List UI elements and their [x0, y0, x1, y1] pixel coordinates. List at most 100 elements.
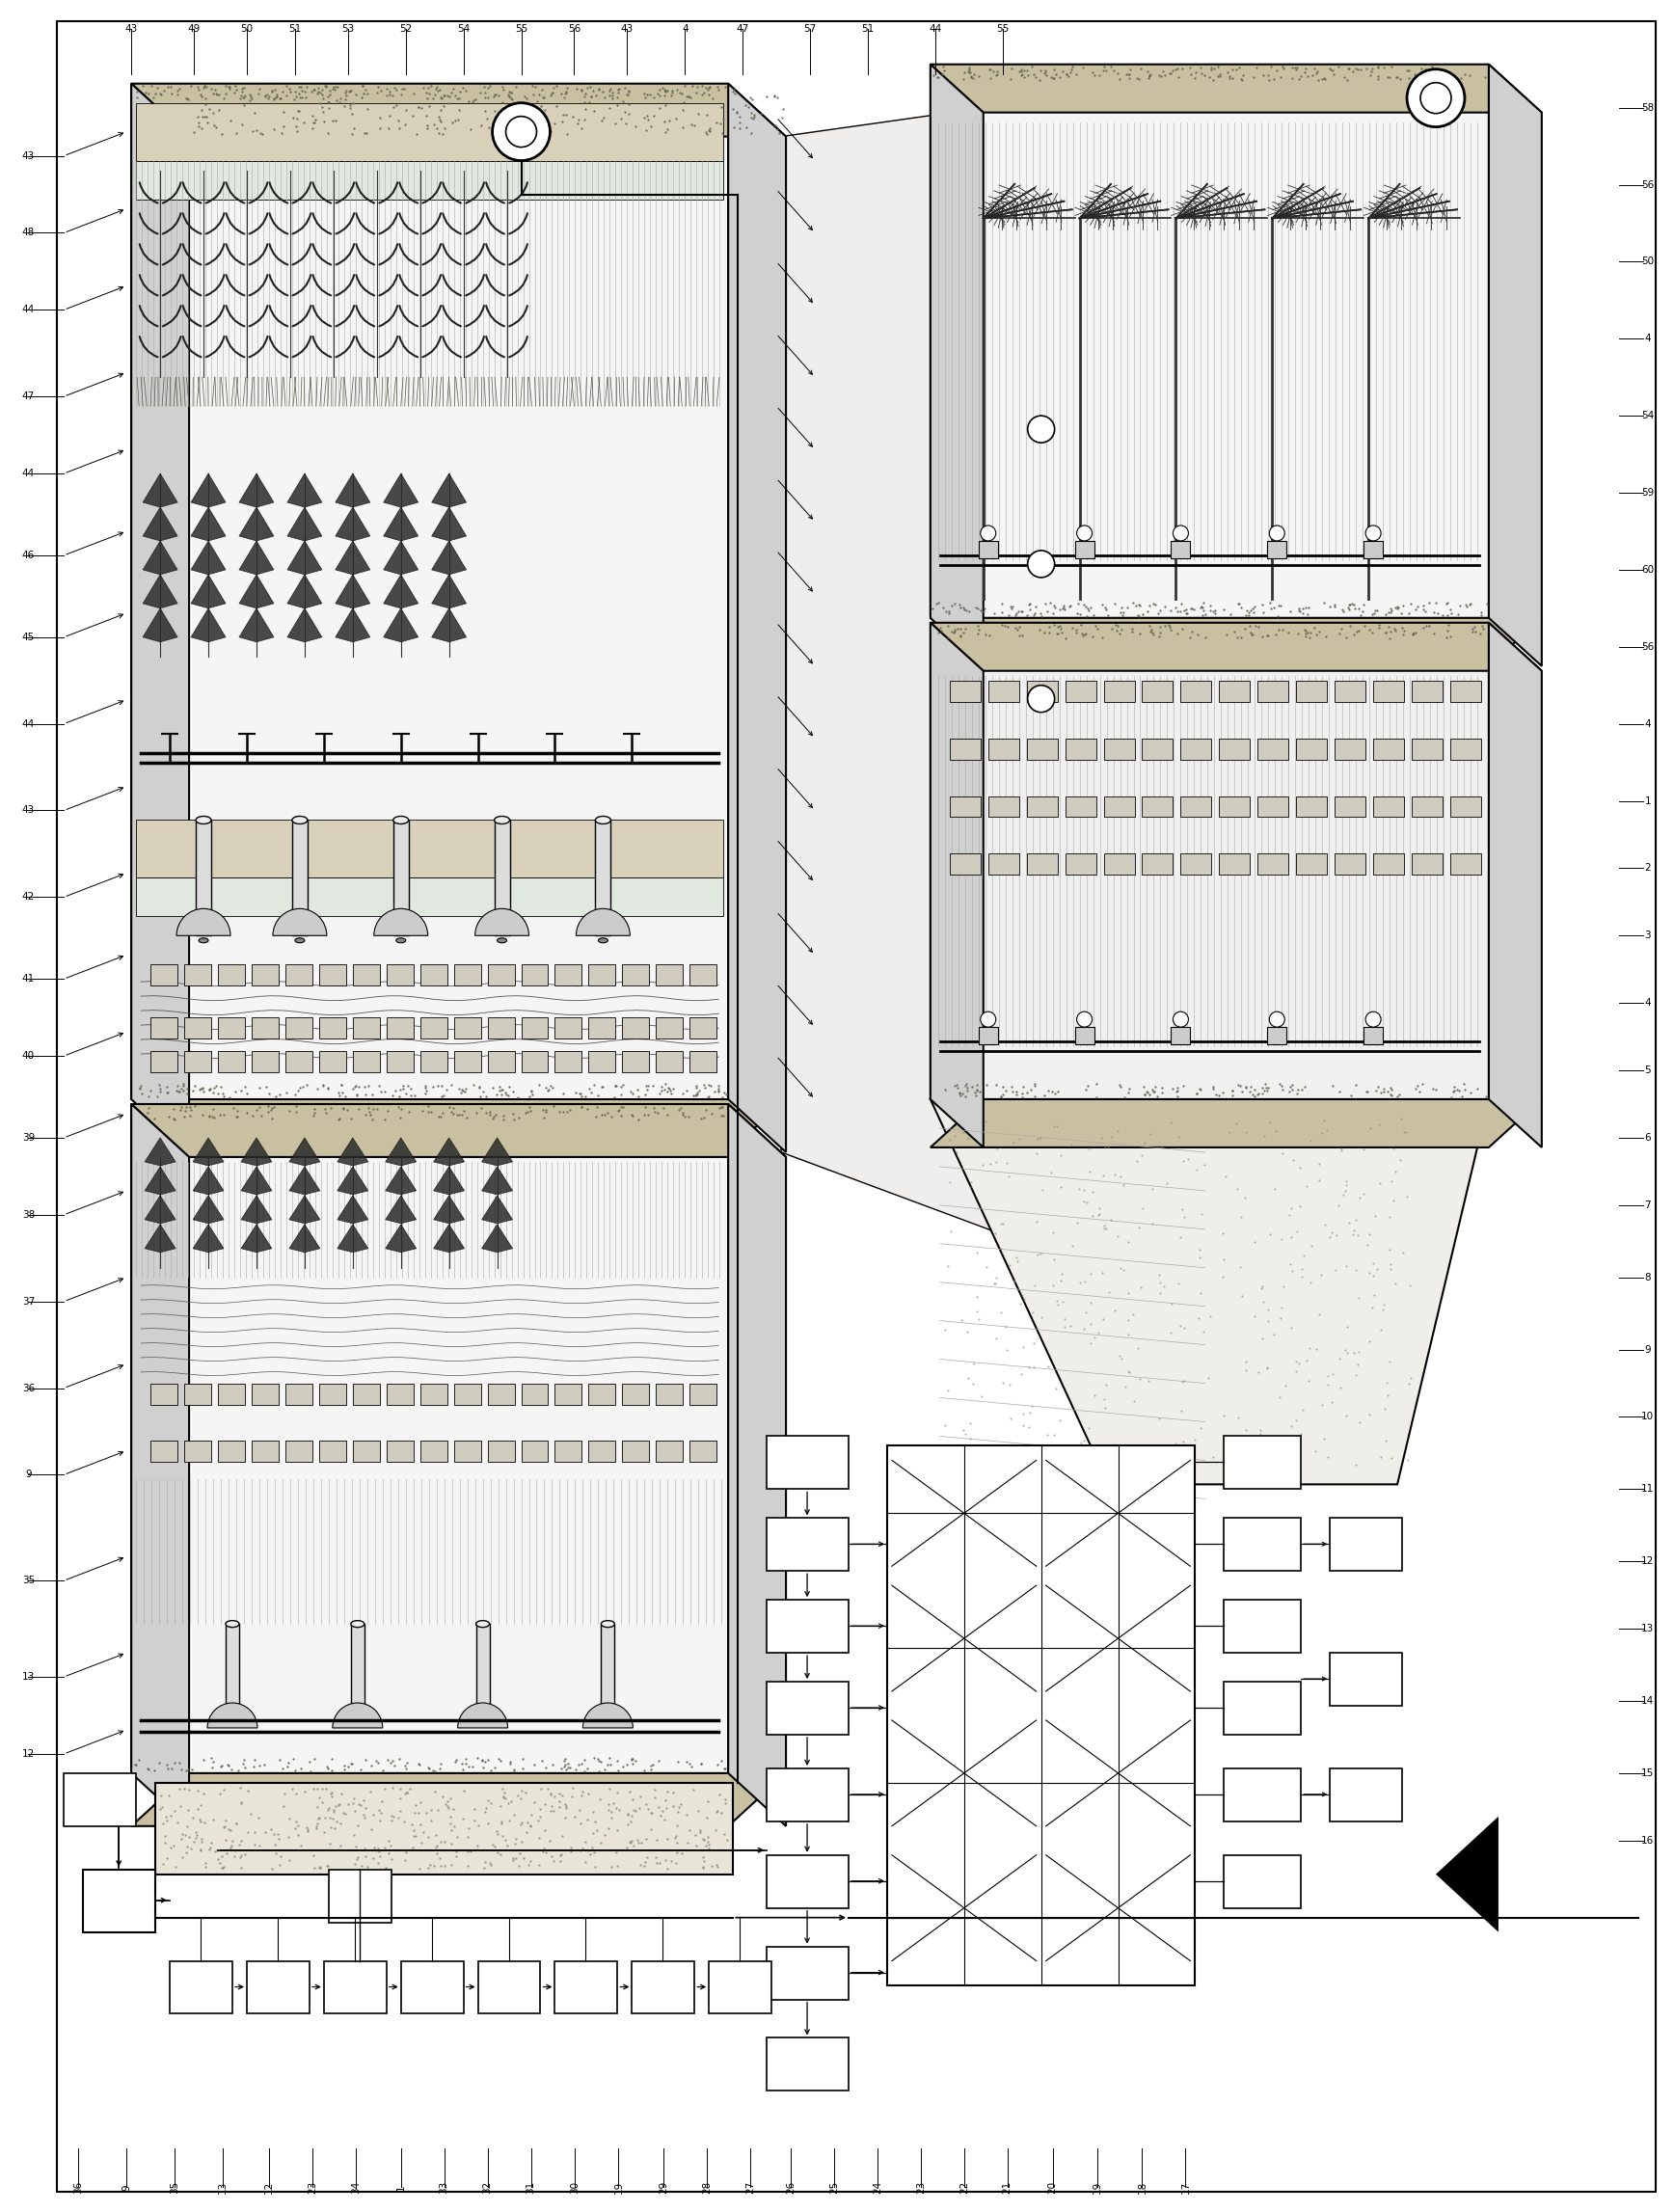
- Bar: [196, 821, 211, 936]
- Polygon shape: [931, 617, 1542, 666]
- Text: 57: 57: [804, 24, 817, 33]
- Polygon shape: [931, 624, 983, 1148]
- Polygon shape: [191, 608, 226, 641]
- Polygon shape: [193, 1225, 224, 1252]
- Ellipse shape: [598, 938, 608, 942]
- Bar: [151, 1051, 177, 1073]
- Bar: [226, 1624, 239, 1721]
- Text: 8: 8: [1644, 1272, 1651, 1283]
- Bar: [184, 1382, 211, 1405]
- Bar: [251, 1051, 278, 1073]
- Text: 39: 39: [22, 1133, 35, 1144]
- Bar: [1373, 681, 1404, 701]
- Bar: [887, 1447, 1195, 1984]
- Bar: [218, 1382, 244, 1405]
- Bar: [1334, 854, 1366, 876]
- Bar: [1450, 739, 1481, 759]
- Text: 7: 7: [1644, 1201, 1651, 1210]
- Bar: [949, 854, 981, 876]
- Bar: [656, 1382, 683, 1405]
- Bar: [1219, 796, 1250, 816]
- Bar: [184, 964, 211, 987]
- Bar: [767, 1681, 849, 1734]
- Polygon shape: [335, 473, 370, 507]
- Polygon shape: [383, 575, 418, 608]
- Bar: [352, 1624, 365, 1721]
- Bar: [1411, 796, 1443, 816]
- Text: 34: 34: [352, 2181, 360, 2194]
- Polygon shape: [288, 575, 321, 608]
- Ellipse shape: [494, 816, 509, 823]
- Text: 33: 33: [439, 2181, 449, 2194]
- Polygon shape: [142, 575, 177, 608]
- Bar: [251, 1382, 278, 1405]
- Bar: [420, 1018, 447, 1040]
- Bar: [1219, 681, 1250, 701]
- Text: 1: 1: [1644, 796, 1651, 805]
- Polygon shape: [931, 1099, 1488, 1484]
- Text: 27: 27: [745, 2181, 755, 2194]
- Bar: [136, 102, 723, 161]
- Bar: [1257, 739, 1289, 759]
- Polygon shape: [434, 1166, 464, 1194]
- Polygon shape: [338, 1194, 368, 1223]
- Bar: [1103, 681, 1135, 701]
- Text: 3: 3: [1644, 931, 1651, 940]
- Text: 43: 43: [621, 24, 633, 33]
- Bar: [184, 1018, 211, 1040]
- Circle shape: [1173, 1011, 1189, 1026]
- Text: 14: 14: [1641, 1697, 1654, 1705]
- Polygon shape: [241, 1137, 271, 1166]
- Ellipse shape: [393, 816, 408, 823]
- Polygon shape: [385, 1194, 417, 1223]
- Polygon shape: [191, 575, 226, 608]
- Polygon shape: [142, 542, 177, 575]
- Text: 56: 56: [567, 24, 581, 33]
- Polygon shape: [482, 1137, 512, 1166]
- Bar: [328, 1869, 392, 1922]
- Bar: [690, 1440, 716, 1462]
- Text: 56: 56: [1641, 641, 1654, 653]
- Bar: [1065, 854, 1096, 876]
- Wedge shape: [457, 1703, 507, 1728]
- Bar: [477, 1960, 541, 2013]
- Text: 20: 20: [1048, 2181, 1058, 2194]
- Polygon shape: [482, 1225, 512, 1252]
- Bar: [1224, 1599, 1301, 1652]
- Bar: [1224, 1856, 1301, 1909]
- Bar: [1334, 796, 1366, 816]
- Bar: [151, 964, 177, 987]
- Polygon shape: [131, 1104, 189, 1827]
- Polygon shape: [131, 84, 189, 1152]
- Bar: [554, 964, 583, 987]
- Bar: [1257, 796, 1289, 816]
- Polygon shape: [131, 1104, 787, 1157]
- Text: 4: 4: [1644, 334, 1651, 343]
- Wedge shape: [475, 909, 529, 936]
- Bar: [690, 1382, 716, 1405]
- Text: 55: 55: [996, 24, 1009, 33]
- Polygon shape: [191, 507, 226, 542]
- Bar: [285, 1018, 313, 1040]
- Text: 17: 17: [1180, 2181, 1190, 2194]
- Bar: [554, 1051, 583, 1073]
- Bar: [136, 821, 723, 878]
- Bar: [218, 1440, 244, 1462]
- Bar: [246, 1960, 310, 2013]
- Bar: [1329, 1517, 1403, 1571]
- Bar: [1180, 796, 1212, 816]
- Polygon shape: [239, 608, 275, 641]
- Bar: [320, 964, 347, 987]
- Bar: [320, 1382, 347, 1405]
- Bar: [285, 1382, 313, 1405]
- Bar: [690, 964, 716, 987]
- Bar: [656, 964, 683, 987]
- Bar: [623, 964, 650, 987]
- Text: 59: 59: [1641, 489, 1654, 498]
- Text: 29: 29: [660, 2181, 668, 2194]
- Bar: [589, 1051, 616, 1073]
- Ellipse shape: [295, 938, 305, 942]
- Bar: [387, 1018, 413, 1040]
- Bar: [169, 1960, 233, 2013]
- Bar: [949, 681, 981, 701]
